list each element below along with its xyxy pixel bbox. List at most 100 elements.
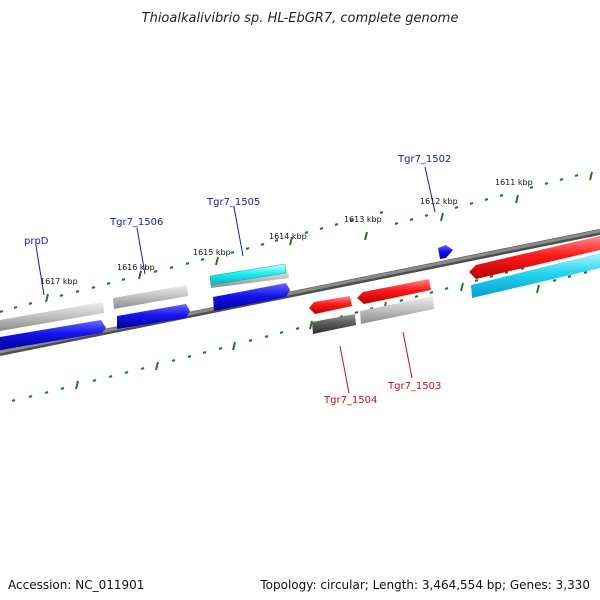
tick: [469, 202, 474, 205]
tick: [200, 258, 205, 261]
tick: [279, 331, 284, 334]
leader-Tgr7-1505: [233, 206, 244, 257]
tick: [0, 310, 4, 313]
tick: [59, 294, 64, 297]
gene-label-Tgr7-1502[interactable]: Tgr7_1502: [397, 154, 451, 165]
tick: [187, 355, 192, 358]
cds-Tgr7-1504[interactable]: [312, 314, 356, 334]
leader-Tgr7-1506: [136, 227, 146, 275]
tick-major: [536, 284, 540, 294]
gene-label-Tgr7-1506[interactable]: Tgr7_1506: [109, 217, 163, 228]
kbp-label-1615: 1615 kbp: [193, 248, 231, 257]
gene-label-Tgr7-1504[interactable]: Tgr7_1504: [323, 395, 377, 406]
tick: [369, 307, 374, 310]
tick: [504, 271, 509, 274]
kbp-label-1616: 1616 kbp: [117, 263, 155, 272]
tick-major: [364, 231, 368, 241]
tick: [171, 359, 176, 362]
leader-prpD: [35, 245, 45, 296]
tick: [474, 279, 479, 282]
tick: [108, 375, 113, 378]
tick-major: [515, 194, 519, 204]
tick: [91, 286, 96, 289]
gene-Tgr7-1504[interactable]: [309, 296, 352, 314]
leader-Tgr7-1502: [424, 166, 436, 213]
tick-major: [75, 380, 79, 390]
tick: [334, 223, 339, 226]
tick: [44, 391, 49, 394]
tick: [552, 279, 557, 282]
tick: [153, 270, 158, 273]
tick: [264, 335, 269, 338]
gene-label-prpD[interactable]: prpD: [24, 236, 49, 247]
kbp-labels: 1611 kbp 1612 kbp 1613 kbp 1614 kbp 1615…: [40, 178, 533, 286]
kbp-label-1613: 1613 kbp: [344, 215, 382, 224]
gene-label-Tgr7-1503[interactable]: Tgr7_1503: [387, 381, 441, 392]
tick: [574, 174, 579, 177]
tick: [489, 275, 494, 278]
tick: [544, 182, 549, 185]
tick: [28, 302, 33, 305]
tick: [394, 222, 399, 225]
gene-red-right[interactable]: [469, 236, 600, 279]
tick: [185, 262, 190, 265]
tick: [140, 367, 145, 370]
leader-Tgr7-1503: [402, 331, 413, 379]
gene-Tgr7-1505-selected[interactable]: [209, 263, 287, 286]
tick: [499, 194, 504, 197]
map-title: Thioalkalivibrio sp. HL-EbGR7, complete …: [142, 11, 459, 26]
tick: [230, 251, 235, 254]
tick: [354, 311, 359, 314]
tick: [218, 347, 223, 350]
cds-Tgr7-1503[interactable]: [360, 296, 434, 324]
tick: [414, 295, 419, 298]
cds-prpD[interactable]: [0, 302, 104, 331]
kbp-label-1617: 1617 kbp: [40, 277, 78, 286]
tick-major: [460, 282, 464, 292]
tick: [379, 211, 384, 214]
kbp-label-1611: 1611 kbp: [495, 178, 533, 187]
tick: [28, 395, 33, 398]
kbp-label-1612: 1612 kbp: [420, 197, 458, 206]
gene-Tgr7-1503[interactable]: [357, 279, 431, 304]
tick-major: [215, 256, 219, 266]
cds-cyan-right[interactable]: [471, 253, 600, 298]
leader-lines-bottom: [339, 331, 413, 394]
tick: [429, 291, 434, 294]
tick-major: [232, 341, 236, 351]
tick: [399, 299, 404, 302]
leader-lines-top: [35, 166, 436, 296]
cds-Tgr7-1506[interactable]: [113, 285, 188, 309]
tick: [260, 243, 265, 246]
tick-major: [155, 361, 159, 371]
tick: [248, 339, 253, 342]
tick: [202, 351, 207, 354]
tick: [92, 379, 97, 382]
tick: [520, 267, 525, 270]
tick: [295, 327, 300, 330]
accession-label: Accession: NC_011901: [8, 578, 145, 592]
tick-major: [289, 236, 293, 246]
tick: [245, 247, 250, 250]
tick: [60, 387, 65, 390]
topology-label: Topology: circular; Length: 3,464,554 bp…: [260, 578, 590, 592]
gene-label-Tgr7-1505[interactable]: Tgr7_1505: [206, 197, 260, 208]
tick: [559, 178, 564, 181]
gene-prpD[interactable]: [0, 320, 106, 350]
tick: [484, 198, 489, 201]
tick-major: [45, 293, 49, 303]
tick: [106, 282, 111, 285]
tick: [583, 271, 588, 274]
tick: [274, 239, 279, 242]
tick: [567, 275, 572, 278]
gene-Tgr7-1505[interactable]: [213, 283, 290, 311]
tick: [444, 287, 449, 290]
tick: [319, 227, 324, 230]
gene-Tgr7-1502[interactable]: [438, 245, 453, 259]
tick: [11, 399, 16, 402]
tick: [454, 206, 459, 209]
gene-Tgr7-1506[interactable]: [117, 304, 190, 329]
tick: [121, 278, 126, 281]
outer-tick-ring: [0, 171, 593, 313]
